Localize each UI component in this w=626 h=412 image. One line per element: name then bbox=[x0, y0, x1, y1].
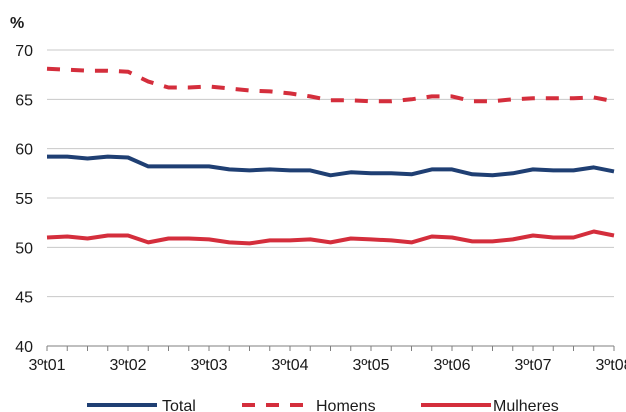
legend: Total Homens Mulheres bbox=[87, 398, 559, 412]
x-tick-labels: 3ºt01 3ºt02 3ºt03 3ºt04 3ºt05 3ºt06 3ºt07 3ºt08 bbox=[29, 357, 626, 374]
legend-label-mulheres: Mulheres bbox=[493, 398, 559, 412]
series-line-total bbox=[47, 154, 615, 178]
legend-label-homens: Homens bbox=[316, 398, 376, 412]
y-tick-label-45: 45 bbox=[15, 290, 33, 307]
y-tick-label-50: 50 bbox=[15, 240, 33, 257]
x-tick-label-6: 3ºt07 bbox=[515, 357, 552, 374]
series-lines bbox=[46, 66, 615, 246]
y-tick-label-55: 55 bbox=[15, 191, 33, 208]
y-tick-label-60: 60 bbox=[15, 142, 33, 159]
y-tick-label-40: 40 bbox=[15, 339, 33, 356]
series-line-homens bbox=[46, 66, 615, 104]
x-tick-label-4: 3ºt05 bbox=[353, 357, 390, 374]
legend-label-total: Total bbox=[162, 398, 196, 412]
y-tick-labels: 40 45 50 55 60 65 70 bbox=[15, 43, 33, 356]
x-tick-label-7: 3ºt08 bbox=[596, 357, 626, 374]
y-axis-unit-label: % bbox=[10, 15, 24, 32]
x-tick-label-1: 3ºt02 bbox=[110, 357, 147, 374]
x-tick-label-0: 3ºt01 bbox=[29, 357, 66, 374]
series-line-mulheres bbox=[46, 229, 615, 246]
grid-lines bbox=[47, 49, 614, 298]
x-tick-label-2: 3ºt03 bbox=[191, 357, 228, 374]
y-tick-label-65: 65 bbox=[15, 92, 33, 109]
y-tick-label-70: 70 bbox=[15, 43, 33, 60]
x-tick-label-5: 3ºt06 bbox=[434, 357, 471, 374]
x-tick-label-3: 3ºt04 bbox=[272, 357, 309, 374]
axes bbox=[46, 345, 615, 351]
